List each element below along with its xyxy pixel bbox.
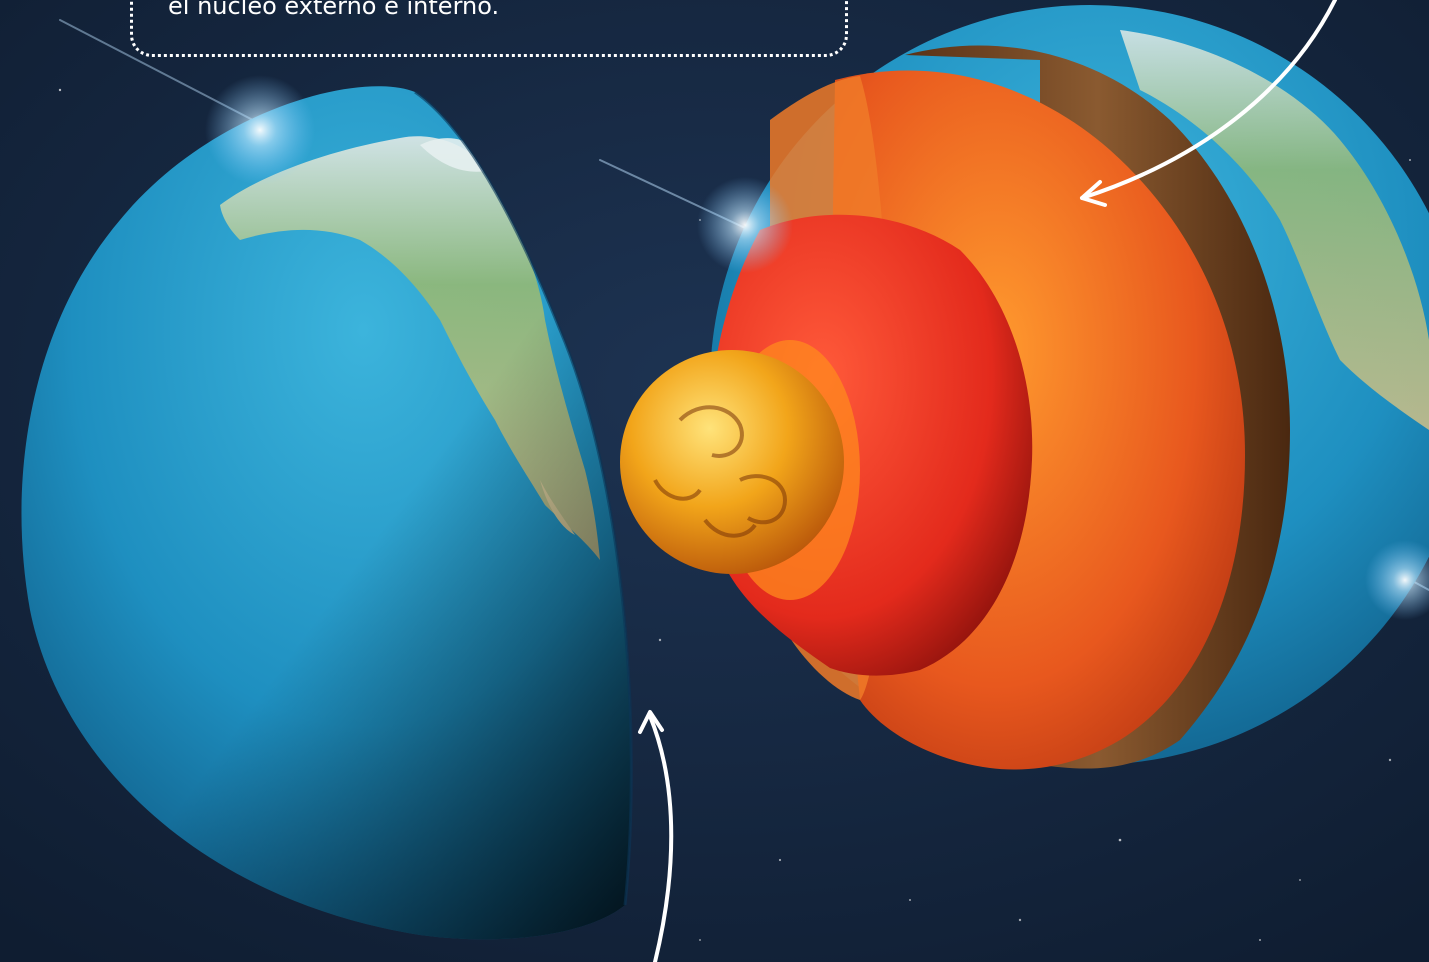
sun-glare-right (1365, 540, 1429, 620)
land-shell-right (1120, 30, 1429, 430)
sun-glare-center (697, 177, 793, 273)
caption-box (130, 0, 848, 57)
inner-core-layer (620, 350, 844, 574)
curved-arrow-icon (638, 710, 674, 962)
caption-text: el núcleo externo e interno. (168, 0, 500, 20)
earth-layers-cutaway-icon (620, 5, 1429, 770)
inner-core-texture (653, 405, 788, 538)
curved-arrow-icon (1080, 0, 1337, 207)
sun-glare-left (205, 75, 315, 185)
